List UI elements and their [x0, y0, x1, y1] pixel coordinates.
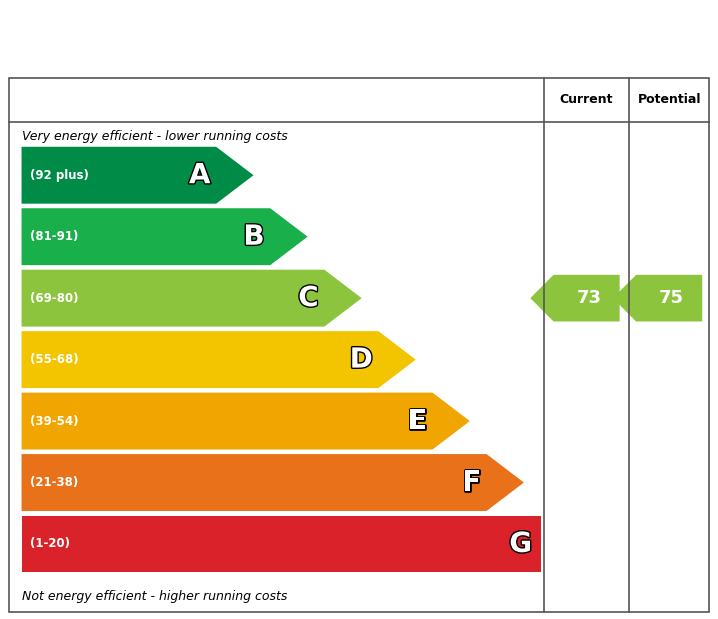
Text: Not energy efficient - higher running costs: Not energy efficient - higher running co…	[22, 589, 287, 602]
Text: F: F	[462, 469, 481, 496]
Text: (81-91): (81-91)	[30, 230, 78, 243]
Text: 75: 75	[659, 289, 684, 307]
Text: (55-68): (55-68)	[30, 353, 79, 366]
Polygon shape	[22, 147, 253, 204]
Text: E: E	[408, 407, 426, 435]
Text: C: C	[298, 284, 319, 312]
Polygon shape	[531, 275, 620, 321]
Text: G: G	[509, 530, 532, 558]
Text: (21-38): (21-38)	[30, 476, 78, 489]
Polygon shape	[613, 275, 702, 321]
Text: A: A	[189, 161, 210, 189]
Text: (39-54): (39-54)	[30, 415, 79, 428]
Polygon shape	[22, 516, 541, 573]
Text: (69-80): (69-80)	[30, 292, 79, 305]
Text: (92 plus): (92 plus)	[30, 169, 89, 182]
Polygon shape	[22, 392, 470, 449]
Polygon shape	[22, 331, 416, 388]
Text: Very energy efficient - lower running costs: Very energy efficient - lower running co…	[22, 130, 287, 143]
Polygon shape	[22, 270, 362, 327]
Text: Energy Efficiency Rating: Energy Efficiency Rating	[16, 22, 418, 50]
Text: Current: Current	[560, 93, 613, 106]
Text: 73: 73	[577, 289, 602, 307]
Text: B: B	[243, 223, 264, 251]
Text: (1-20): (1-20)	[30, 537, 70, 550]
Polygon shape	[22, 208, 307, 265]
Polygon shape	[22, 454, 524, 511]
Text: Potential: Potential	[638, 93, 701, 106]
Text: D: D	[350, 345, 373, 374]
